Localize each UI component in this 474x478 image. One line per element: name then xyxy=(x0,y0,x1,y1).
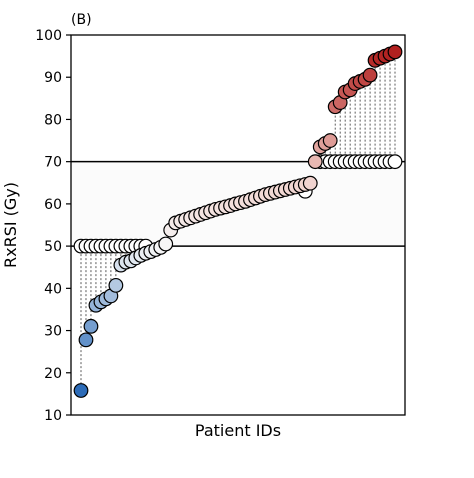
y-tick-label: 10 xyxy=(44,408,62,424)
rxrsi-point xyxy=(302,175,318,191)
x-axis-label: Patient IDs xyxy=(195,421,281,440)
rxrsi-point xyxy=(158,236,174,252)
y-tick-label: 60 xyxy=(44,197,62,213)
prescribed-dose-point xyxy=(387,154,403,170)
rxrsi-point xyxy=(73,383,89,398)
rxrsi-point xyxy=(307,154,323,170)
y-tick-label: 90 xyxy=(44,70,62,86)
y-tick-label: 40 xyxy=(44,281,62,297)
rxrsi-point xyxy=(83,318,99,334)
y-tick-label: 80 xyxy=(44,112,62,128)
y-tick-label: 50 xyxy=(44,239,62,255)
rxrsi-point xyxy=(387,44,403,60)
y-axis-label: RxRSI (Gy) xyxy=(1,182,20,268)
rxrsi-point xyxy=(362,67,378,83)
y-axis-ticks: 10 20 30 40 50 60 70 80 90 100 xyxy=(35,28,71,424)
rxrsi-point xyxy=(108,277,124,293)
plot-frame xyxy=(70,34,406,416)
rxrsi-point xyxy=(322,133,338,148)
rxrsi-point xyxy=(78,332,94,348)
panel-label: (B) xyxy=(71,12,92,28)
y-tick-label: 70 xyxy=(44,155,62,171)
y-tick-label: 20 xyxy=(44,366,62,382)
y-tick-label: 30 xyxy=(44,324,62,340)
y-tick-label: 100 xyxy=(35,28,62,44)
points-layer xyxy=(73,44,403,398)
